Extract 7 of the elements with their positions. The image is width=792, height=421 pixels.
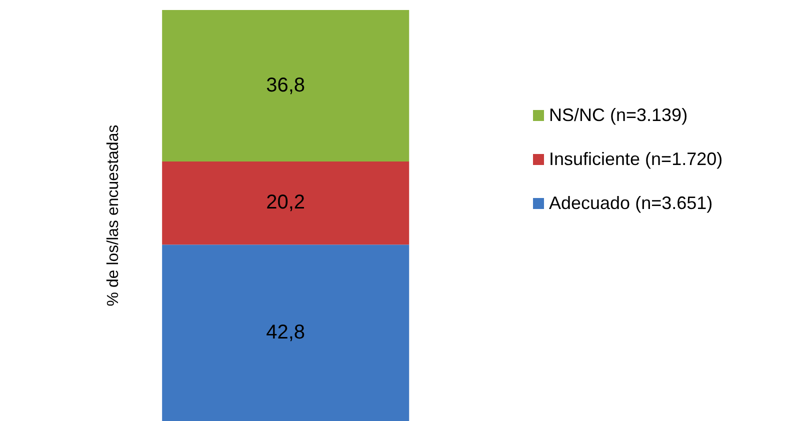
y-axis-title: % de los/las encuestadas xyxy=(105,124,122,306)
legend-label: Insuficiente (n=1.720) xyxy=(549,148,723,170)
legend-label: NS/NC (n=3.139) xyxy=(549,104,688,126)
legend-label: Adecuado (n=3.651) xyxy=(549,192,713,214)
data-label: 42,8 xyxy=(266,321,306,344)
data-label: 20,2 xyxy=(266,192,306,214)
data-label: 36,8 xyxy=(266,74,306,96)
